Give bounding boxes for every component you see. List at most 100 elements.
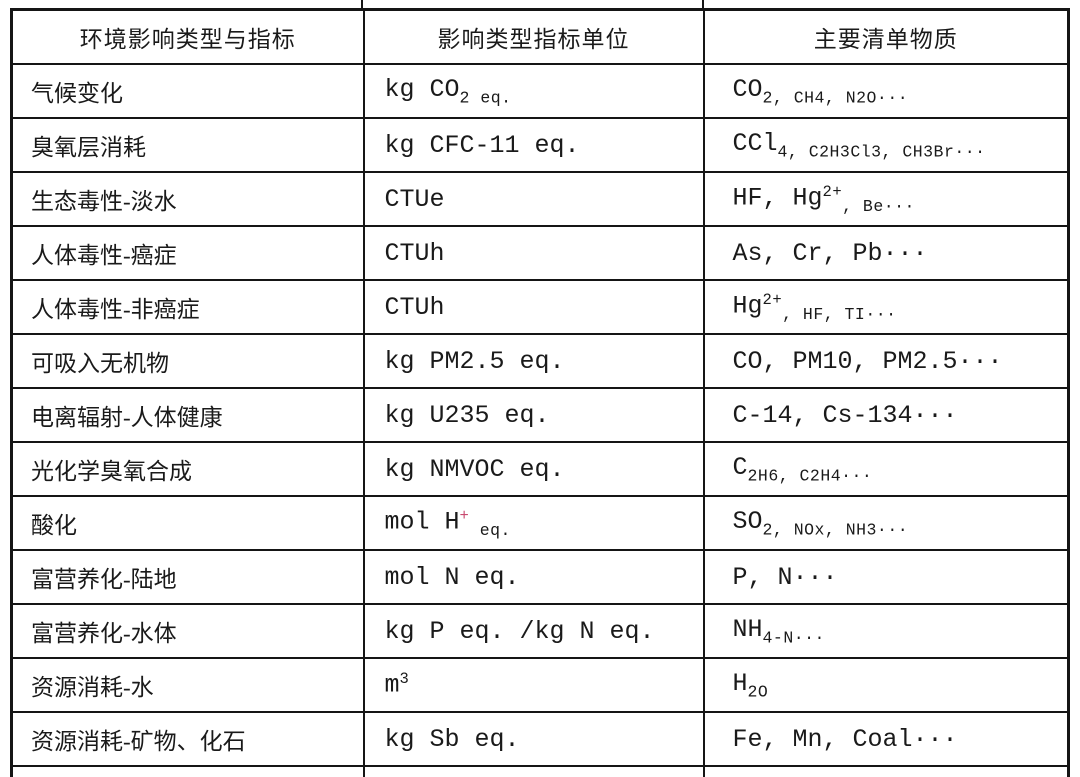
text-segment-sup: 2+ (822, 182, 843, 201)
text-segment-sub: 4-N··· (762, 628, 825, 648)
table-row: 人体毒性-癌症 CTUh As, Cr, Pb··· (10, 225, 1070, 281)
cell-substances: HF, Hg2+, Be··· (702, 171, 1070, 227)
cell-unit: kg P eq. /kg N eq. (362, 603, 705, 659)
cell-impact-type: 电离辐射-人体健康 (10, 387, 365, 443)
text-segment: kg U235 eq. (384, 400, 550, 430)
cell-unit: kg U235 eq. (362, 387, 705, 443)
table-row: 富营养化-陆地 mol N eq. P, N··· (10, 549, 1070, 605)
column-divider-stub-top-left (361, 0, 363, 9)
cell-unit: kg CFC-11 eq. (362, 117, 705, 173)
text-segment: CTUh (384, 238, 445, 268)
cell-impact-type: 可吸入无机物 (10, 333, 365, 389)
text-segment-sub: 2O (747, 682, 769, 702)
table-row: 人体毒性-非癌症 CTUh Hg2+, HF, TI··· (10, 279, 1070, 335)
text-segment-sub: eq. (469, 520, 511, 540)
header-row: 环境影响类型与指标 影响类型指标单位 主要清单物质 (10, 8, 1070, 65)
text-segment-sub: 2, NOx, NH3··· (762, 520, 909, 540)
cell-substances: SO2, NOx, NH3··· (702, 495, 1070, 551)
text-segment: kg Sb eq. (384, 724, 520, 754)
column-header-impact-type: 环境影响类型与指标 (10, 8, 365, 65)
table-row: 酸化 mol H+ eq. SO2, NOx, NH3··· (10, 495, 1070, 551)
cell-unit: mol N eq. (362, 549, 705, 605)
cell-substances: Hg2+, HF, TI··· (702, 279, 1070, 335)
cell-substances: As, Cr, Pb··· (702, 225, 1070, 281)
cell-substances: C-14, Cs-134··· (702, 387, 1070, 443)
text-segment: NH (732, 614, 763, 644)
cell-impact-type: 臭氧层消耗 (10, 117, 365, 173)
text-segment: Hg (732, 291, 763, 321)
cell-impact-type: 资源消耗-水 (10, 657, 365, 713)
cell-impact-type: 酸化 (10, 495, 365, 551)
text-segment: kg P eq. /kg N eq. (384, 616, 655, 646)
cell-unit: mol H+ eq. (362, 495, 705, 551)
table-row: 土地占用 m2 土地占用 (10, 765, 1070, 777)
cell-impact-type: 土地占用 (10, 765, 365, 777)
cell-impact-type: 富营养化-水体 (10, 603, 365, 659)
cell-substances: Fe, Mn, Coal··· (702, 711, 1070, 767)
cell-unit: kg PM2.5 eq. (362, 333, 705, 389)
cell-impact-type: 富营养化-陆地 (10, 549, 365, 605)
text-segment: C-14, Cs-134··· (732, 400, 958, 430)
column-divider-stub-top-right (702, 0, 704, 9)
cell-impact-type: 光化学臭氧合成 (10, 441, 365, 497)
cell-substances: C2H6, C2H4··· (702, 441, 1070, 497)
table-row: 可吸入无机物 kg PM2.5 eq. CO, PM10, PM2.5··· (10, 333, 1070, 389)
cell-substances: CO2, CH4, N2O··· (702, 63, 1070, 119)
cell-substances: NH4-N··· (702, 603, 1070, 659)
cell-unit: CTUe (362, 171, 705, 227)
cell-impact-type: 生态毒性-淡水 (10, 171, 365, 227)
text-segment: CO, PM10, PM2.5··· (732, 346, 1003, 376)
cell-unit: CTUh (362, 225, 705, 281)
text-segment: mol H (384, 507, 460, 537)
table-row: 资源消耗-水 m3 H2O (10, 657, 1070, 713)
cell-unit: m3 (362, 657, 705, 713)
text-segment: CCl (732, 128, 778, 158)
cell-substances: CCl4, C2H3Cl3, CH3Br··· (702, 117, 1070, 173)
cell-unit: kg Sb eq. (362, 711, 705, 767)
cell-impact-type: 人体毒性-非癌症 (10, 279, 365, 335)
cell-substances: 土地占用 (702, 765, 1070, 777)
text-segment: H (732, 668, 748, 698)
text-segment-sup: + (459, 506, 470, 525)
text-segment: kg CO (384, 74, 460, 104)
impact-table: 环境影响类型与指标 影响类型指标单位 主要清单物质 气候变化 kg CO2 eq… (10, 8, 1070, 777)
cell-unit: kg NMVOC eq. (362, 441, 705, 497)
cell-impact-type: 资源消耗-矿物、化石 (10, 711, 365, 767)
cell-substances: H2O (702, 657, 1070, 713)
cell-substances: P, N··· (702, 549, 1070, 605)
text-segment-sub: 2H6, C2H4··· (747, 466, 873, 486)
text-segment-sub: 2 eq. (459, 88, 512, 108)
text-segment: m (384, 670, 400, 700)
text-segment: Fe, Mn, Coal··· (732, 724, 958, 754)
cell-unit: kg CO2 eq. (362, 63, 705, 119)
text-segment: CTUh (384, 292, 445, 322)
text-segment: kg PM2.5 eq. (384, 346, 565, 376)
cell-unit: m2 (362, 765, 705, 777)
text-segment-sub: , Be··· (842, 196, 915, 216)
text-segment-sub: 2, CH4, N2O··· (762, 88, 909, 108)
text-segment: CTUe (384, 184, 445, 214)
cell-substances: CO, PM10, PM2.5··· (702, 333, 1070, 389)
column-header-unit: 影响类型指标单位 (362, 8, 705, 65)
table-row: 臭氧层消耗 kg CFC-11 eq. CCl4, C2H3Cl3, CH3Br… (10, 117, 1070, 173)
cell-impact-type: 人体毒性-癌症 (10, 225, 365, 281)
text-segment: P, N··· (732, 562, 838, 592)
text-segment: As, Cr, Pb··· (732, 238, 928, 268)
cell-unit: CTUh (362, 279, 705, 335)
text-segment-sup: 3 (399, 670, 410, 689)
text-segment: CO (732, 74, 763, 104)
table-row: 资源消耗-矿物、化石 kg Sb eq. Fe, Mn, Coal··· (10, 711, 1070, 767)
text-segment-sub: , HF, TI··· (782, 304, 897, 324)
column-header-substances: 主要清单物质 (702, 8, 1070, 65)
cell-impact-type: 气候变化 (10, 63, 365, 119)
table-body: 气候变化 kg CO2 eq. CO2, CH4, N2O··· 臭氧层消耗 k… (10, 63, 1070, 777)
text-segment: mol N eq. (384, 562, 520, 592)
table-row: 生态毒性-淡水 CTUe HF, Hg2+, Be··· (10, 171, 1070, 227)
text-segment: kg CFC-11 eq. (384, 130, 580, 160)
text-segment-sub: 4, C2H3Cl3, CH3Br··· (777, 142, 986, 162)
text-segment: C (732, 452, 748, 482)
text-segment: kg NMVOC eq. (384, 454, 565, 484)
text-segment: SO (732, 506, 763, 536)
table-row: 气候变化 kg CO2 eq. CO2, CH4, N2O··· (10, 63, 1070, 119)
